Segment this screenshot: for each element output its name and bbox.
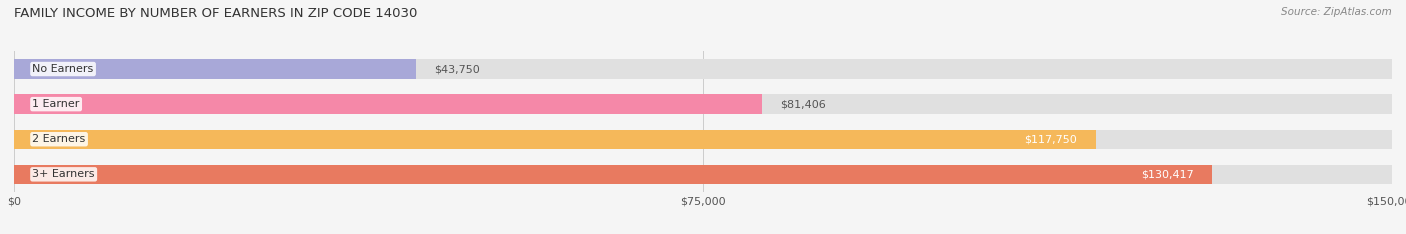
Text: $130,417: $130,417 bbox=[1140, 169, 1194, 179]
Bar bbox=[14, 165, 1212, 184]
Bar bbox=[14, 95, 762, 114]
Text: No Earners: No Earners bbox=[32, 64, 94, 74]
Text: $43,750: $43,750 bbox=[434, 64, 479, 74]
Bar bbox=[14, 59, 416, 79]
Text: 2 Earners: 2 Earners bbox=[32, 134, 86, 144]
Bar bbox=[14, 95, 1392, 114]
Text: 1 Earner: 1 Earner bbox=[32, 99, 80, 109]
Text: FAMILY INCOME BY NUMBER OF EARNERS IN ZIP CODE 14030: FAMILY INCOME BY NUMBER OF EARNERS IN ZI… bbox=[14, 7, 418, 20]
Text: $81,406: $81,406 bbox=[780, 99, 825, 109]
Text: Source: ZipAtlas.com: Source: ZipAtlas.com bbox=[1281, 7, 1392, 17]
Bar bbox=[14, 59, 1392, 79]
Bar bbox=[14, 165, 1392, 184]
Bar bbox=[14, 130, 1095, 149]
Text: $117,750: $117,750 bbox=[1025, 134, 1077, 144]
Bar bbox=[14, 130, 1392, 149]
Text: 3+ Earners: 3+ Earners bbox=[32, 169, 96, 179]
